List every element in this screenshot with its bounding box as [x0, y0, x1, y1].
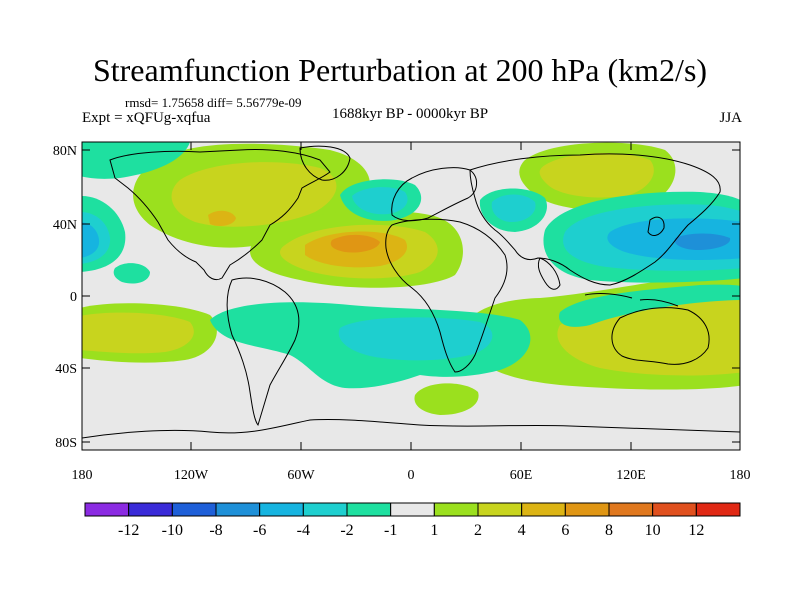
colorbar-swatch — [346, 502, 392, 517]
colorbar-label: -12 — [118, 522, 139, 539]
colorbar-label: 2 — [474, 522, 482, 539]
colorbar-label: 12 — [688, 522, 704, 539]
contour-neg-casia-inner — [491, 194, 536, 222]
contour-neg-nepac-core — [82, 222, 100, 258]
coast-north-america — [109, 149, 331, 281]
lat-label-0: 0 — [70, 290, 77, 305]
colorbar-label: -4 — [297, 522, 310, 539]
colorbar-swatch — [652, 502, 697, 517]
lon-label-0: 0 — [408, 468, 415, 483]
contour-neg-nwpac-core — [674, 233, 731, 250]
lat-label-40n: 40N — [53, 218, 77, 233]
coast-africa — [385, 218, 508, 373]
lat-label-80s: 80S — [55, 436, 77, 451]
coast-asia — [469, 153, 721, 286]
colorbar-swatch — [84, 502, 130, 517]
contour-pos-nafr-core — [330, 234, 380, 253]
stats-label: rmsd= 1.75658 diff= 5.56779e-09 — [125, 95, 302, 110]
coastlines — [82, 145, 740, 439]
lon-label-120e: 120E — [616, 468, 646, 483]
colorbar-label: -6 — [253, 522, 266, 539]
contour-pos-spac-inner — [82, 312, 194, 354]
contour-neg-eur-inner — [352, 187, 408, 215]
contour-field — [82, 142, 740, 415]
colorbar-swatch — [521, 502, 566, 517]
colorbar-swatch — [302, 502, 348, 517]
contour-pos-natl-inner — [171, 162, 337, 227]
coast-japan — [647, 216, 665, 236]
contour-pos-socean — [414, 383, 479, 415]
lon-label-180w: 180 — [72, 468, 93, 483]
lon-label-60e: 60E — [510, 468, 533, 483]
lat-label-80n: 80N — [53, 144, 77, 159]
experiment-label: Expt = xQFUg-xqfua — [82, 110, 211, 126]
colorbar-label: -1 — [384, 522, 397, 539]
contour-pos-natl-core — [208, 210, 236, 226]
coast-indonesia — [584, 293, 679, 307]
colorbar-label: 8 — [605, 522, 613, 539]
colorbar-label: -8 — [209, 522, 222, 539]
coast-australia — [611, 307, 710, 365]
contour-neg-tep — [113, 263, 150, 284]
colorbar-swatch — [433, 502, 479, 517]
lat-label-40s: 40S — [55, 362, 77, 377]
coast-south-america — [226, 277, 300, 427]
colorbar-swatch — [564, 502, 610, 517]
colorbar-label: 1 — [430, 522, 438, 539]
axis-ticks — [82, 142, 740, 450]
contour-neg-nwpac-inner — [607, 218, 740, 260]
colorbar-swatch — [390, 502, 435, 517]
colorbar-label: 4 — [518, 522, 526, 539]
colorbar-label: 10 — [645, 522, 661, 539]
period-label: 1688kyr BP - 0000kyr BP — [331, 106, 489, 122]
season-label: JJA — [719, 110, 742, 126]
colorbar-label: 6 — [561, 522, 569, 539]
colorbar-swatch — [477, 502, 523, 517]
colorbar-swatch — [171, 502, 217, 517]
map-panel: 80N 40N 0 40S 80S 180 120W 60W 0 60E 120… — [53, 141, 751, 483]
lon-label-60w: 60W — [287, 468, 315, 483]
coast-greenland — [299, 145, 351, 181]
lon-label-180e: 180 — [730, 468, 751, 483]
colorbar-swatch — [608, 502, 654, 517]
coast-europe — [391, 167, 477, 222]
colorbar-swatch — [259, 502, 304, 517]
lon-label-120w: 120W — [174, 468, 209, 483]
colorbar-swatch — [215, 502, 261, 517]
coast-antarctica — [82, 418, 740, 439]
colorbar: -12 -10 -8 -6 -4 -2 -1 1 2 4 6 8 10 12 — [84, 502, 741, 539]
colorbar-label: -10 — [162, 522, 183, 539]
coast-india — [537, 257, 561, 290]
contour-neg-sio — [559, 284, 740, 327]
map-title: Streamfunction Perturbation at 200 hPa (… — [92, 52, 708, 88]
colorbar-swatch — [128, 502, 173, 517]
contour-pos-sib-inner — [539, 153, 654, 198]
colorbar-label: -2 — [340, 522, 353, 539]
colorbar-swatch — [695, 502, 741, 517]
contour-neg-sh-inner — [338, 317, 493, 361]
